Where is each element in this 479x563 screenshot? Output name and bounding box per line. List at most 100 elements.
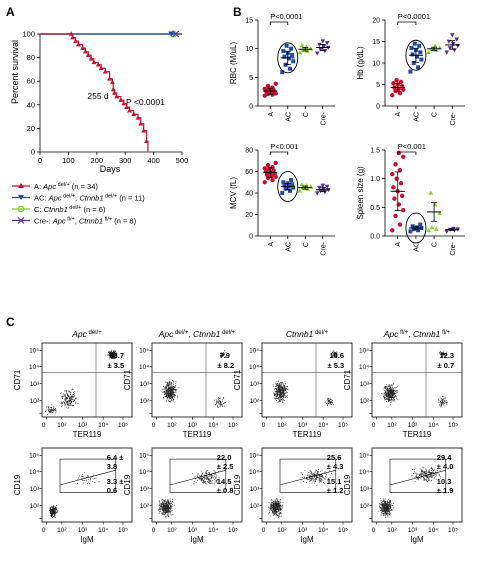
flow-event [273,394,275,396]
flow-event [425,471,427,472]
flow-event [390,504,391,505]
flow-event [172,380,173,382]
flow-event [168,516,170,517]
flow-event [392,392,394,394]
flow-event [165,505,167,507]
flow-event [388,394,390,396]
flow-event [420,477,422,479]
flow-event [286,388,287,389]
flow-event [110,355,112,357]
data-point-a [397,167,403,173]
flow-event [442,354,444,356]
data-point-cre [317,42,322,48]
flow-event [283,394,285,396]
flow-event [320,474,322,476]
flow-event [316,470,318,472]
flow-event [221,352,223,354]
flow-event [388,391,389,393]
flow-event [163,505,165,507]
flow-event [385,514,386,516]
flow-event [384,509,386,511]
data-point-ac [291,185,296,190]
flow-event [311,477,312,479]
flow-event [171,514,172,516]
flow-event [285,390,286,392]
legend-label-c: C: Ctnnb1 del/+ (n = 6) [34,205,106,214]
flow-event [112,352,114,354]
flow-event [52,511,54,513]
flow-event [418,473,420,475]
flow-event [272,506,274,508]
flow-event [202,479,204,481]
flow-event [320,478,322,480]
flow-event [281,385,282,387]
flow-event [173,391,174,393]
flow-event [203,481,205,483]
flow-event [315,474,317,476]
flow-event [173,386,174,388]
flow-event [388,507,390,509]
flow-event [391,394,393,395]
flow-event [394,396,395,397]
flow-event [47,407,49,409]
flow-event [282,396,284,398]
flow-event [69,391,71,393]
flow-event [386,510,387,511]
flow-event [167,393,169,394]
flow-event [168,394,170,395]
flow-event [384,502,386,504]
flow-event [427,477,429,478]
flow-event [172,387,174,389]
flow-event [383,512,385,514]
flow-event [219,400,221,401]
flow-event [269,508,271,509]
flow-event [441,402,443,404]
flow-event [280,396,282,398]
flow-event [274,510,276,511]
flow-event [319,481,320,483]
flow-event [164,506,166,508]
flow-event [174,394,176,396]
flow-event [113,355,115,357]
flow-event [391,388,393,390]
flow-event [380,504,382,506]
flow-event [446,402,447,403]
flow-event [65,399,67,401]
flow-event [388,504,390,506]
flow-event [161,389,163,391]
flow-event [385,514,387,516]
flow-event [52,508,54,510]
flow-event [274,387,276,389]
flow-event [45,411,47,412]
flow-event [166,511,168,513]
flow-event [270,507,272,509]
flow-event [276,400,277,401]
flow-event [280,389,282,391]
flow-event [416,478,418,480]
flow-event [115,354,117,356]
flow-event [216,406,218,407]
flow-event [170,508,171,510]
flow-event [327,401,329,403]
flow-event [324,478,326,480]
flow-event [284,389,286,391]
flow-event [163,507,165,509]
flow-event [168,384,170,386]
flow-event [113,353,115,355]
flow-event [164,501,166,502]
flow-event [432,476,434,478]
flow-event [278,387,280,389]
data-point-ac [410,52,415,57]
flow-event [386,505,388,507]
flow-event [165,510,167,512]
flow-event [209,472,210,474]
flow-event [70,399,72,400]
flow-event [275,502,277,504]
flow-event [276,498,278,500]
flow-event [195,478,197,480]
flow-event [210,476,212,478]
flow-event [165,389,167,391]
flow-event [172,504,173,506]
